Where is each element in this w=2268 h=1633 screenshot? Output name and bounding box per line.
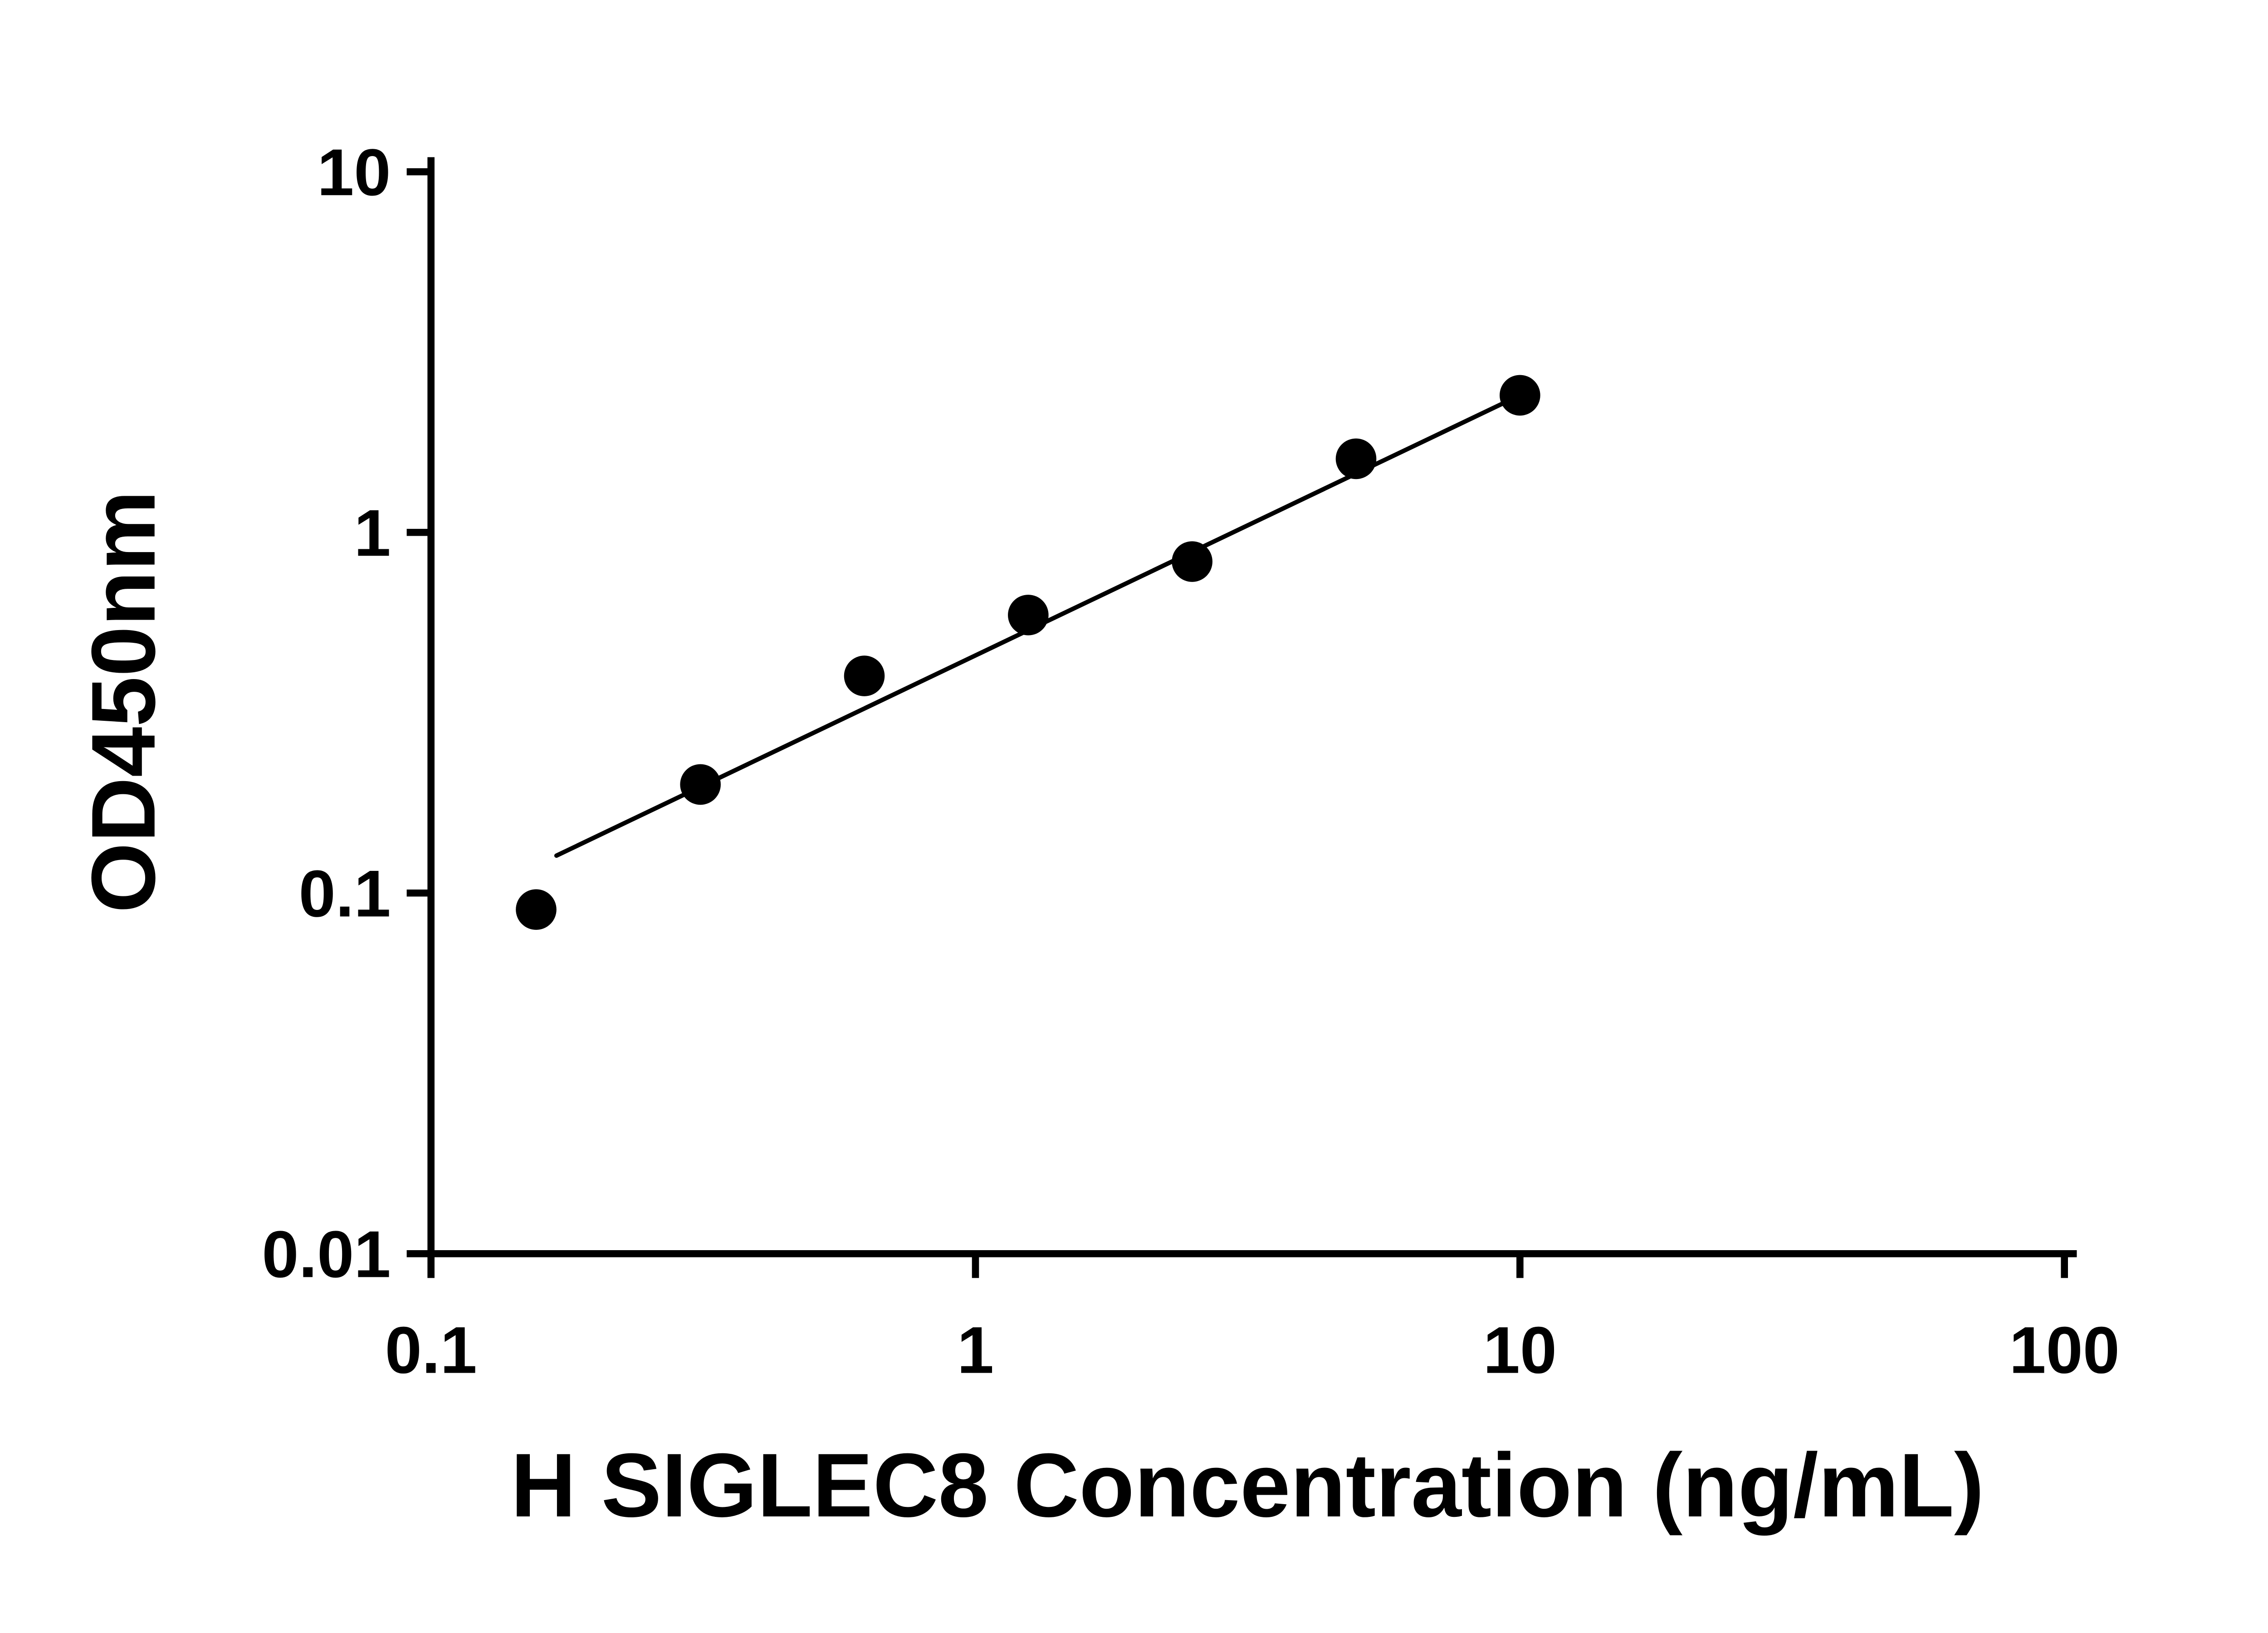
data-point (1172, 541, 1212, 582)
x-tick-label: 100 (2009, 1313, 2120, 1387)
x-tick-label: 0.1 (385, 1313, 477, 1387)
y-tick-label: 0.1 (299, 856, 391, 930)
data-point (680, 764, 721, 805)
y-tick-label: 1 (354, 496, 391, 570)
y-tick-label: 10 (317, 135, 391, 209)
plot-area: 0.01 0.1 1 10 0.1 1 10 100 (262, 135, 2120, 1387)
x-tick-label: 10 (1483, 1313, 1557, 1387)
x-axis-title: H SIGLEC8 Concentration (ng/mL) (511, 1435, 1984, 1536)
data-point (1335, 438, 1377, 479)
y-tick-label: 0.01 (262, 1217, 391, 1291)
y-axis-title: OD450nm (73, 490, 174, 913)
x-tick-label: 1 (957, 1313, 994, 1387)
data-point (516, 889, 557, 930)
data-point (844, 655, 885, 696)
data-point (1500, 375, 1540, 416)
data-point (1008, 595, 1049, 636)
